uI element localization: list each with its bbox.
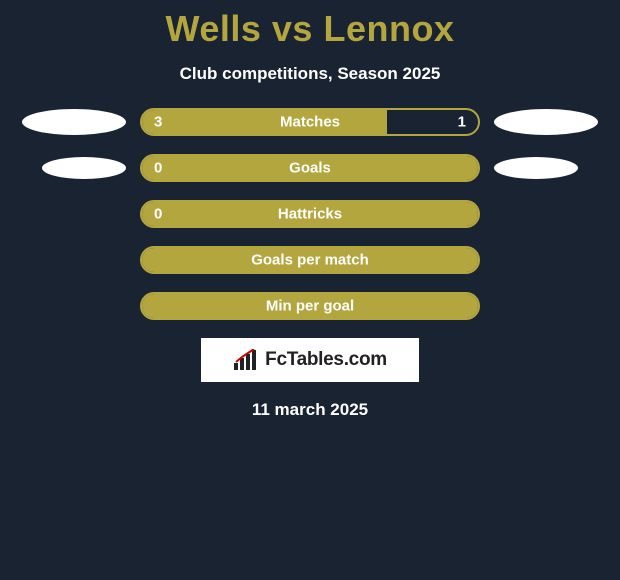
logo-text: FcTables.com: [265, 349, 387, 371]
stat-right-value: 1: [458, 114, 466, 131]
fctables-logo: FcTables.com: [201, 338, 419, 382]
stat-label: Matches: [280, 114, 340, 131]
stat-left-value: 0: [154, 160, 162, 177]
date-label: 11 march 2025: [0, 400, 620, 420]
stat-bar: 0 Goals: [140, 154, 480, 182]
stat-label: Goals per match: [251, 252, 369, 269]
comparison-rows: 3 1 Matches 0 Goals 0 Hattricks Goals per match…: [0, 108, 620, 320]
stat-left-value: 0: [154, 206, 162, 223]
page-title: Wells vs Lennox: [0, 0, 620, 50]
stat-bar: Goals per match: [140, 246, 480, 274]
stat-label: Hattricks: [278, 206, 342, 223]
stat-bar: Min per goal: [140, 292, 480, 320]
stat-bar: 0 Hattricks: [140, 200, 480, 228]
left-player-badge: [22, 109, 126, 135]
right-player-badge: [494, 109, 598, 135]
stat-bar-fill: [142, 110, 387, 134]
left-player-badge: [42, 157, 126, 179]
stat-bar: 3 1 Matches: [140, 108, 480, 136]
stat-row: Goals per match: [0, 246, 620, 274]
right-player-badge: [494, 157, 578, 179]
chart-bars-icon: [233, 349, 259, 371]
stat-left-value: 3: [154, 114, 162, 131]
subtitle: Club competitions, Season 2025: [0, 64, 620, 84]
stat-label: Goals: [289, 160, 331, 177]
stat-row: Min per goal: [0, 292, 620, 320]
stat-row: 3 1 Matches: [0, 108, 620, 136]
stat-row: 0 Goals: [0, 154, 620, 182]
stat-label: Min per goal: [266, 298, 354, 315]
stat-row: 0 Hattricks: [0, 200, 620, 228]
